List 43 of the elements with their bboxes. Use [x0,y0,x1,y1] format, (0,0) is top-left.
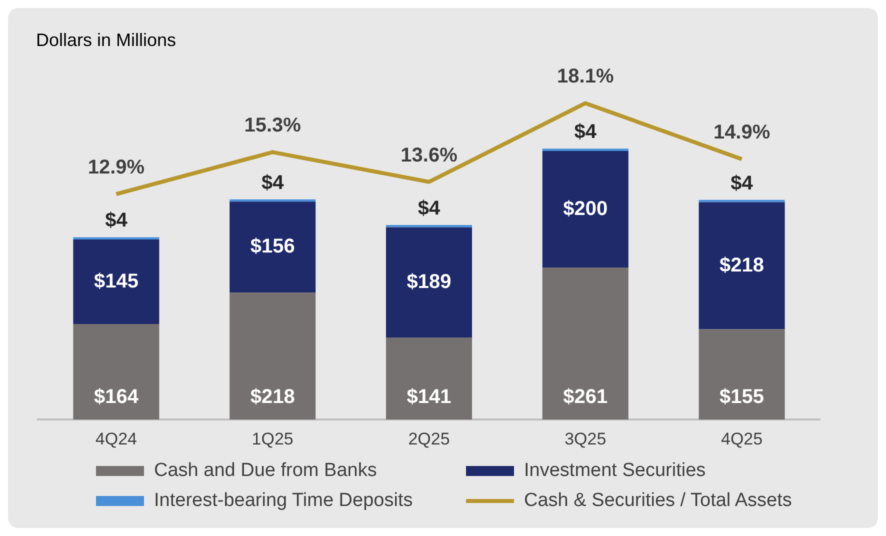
x-tick-label: 1Q25 [252,429,294,448]
data-label: 12.9% [88,156,145,179]
data-label: $4 [261,172,285,194]
bar [386,224,472,228]
data-label: $4 [574,121,598,144]
bar [386,227,472,338]
data-label: $4 [418,198,441,220]
x-tick-label: 4Q24 [95,429,137,448]
bar [698,200,785,202]
legend-label: Cash and Due from Banks [154,460,377,482]
data-label: 14.9% [713,122,770,144]
data-label: $218 [720,254,764,276]
data-label: $141 [406,386,452,408]
bar [230,202,316,293]
data-label: $261 [563,386,608,408]
bar [698,329,785,420]
bar [230,292,316,420]
data-label: $156 [250,236,295,258]
legend-label: Interest-bearing Time Deposits [154,490,413,512]
chart-title: Dollars in Millions [36,30,176,51]
bar [698,202,785,330]
data-label: $218 [250,386,295,408]
data-label: $4 [105,210,128,232]
data-label: $145 [94,270,138,292]
data-label: $155 [720,386,764,408]
bar [542,268,628,420]
data-label: 15.3% [244,114,302,137]
bar [73,237,160,240]
bar [73,324,160,420]
x-tick-label: 3Q25 [564,429,606,448]
legend-label: Investment Securities [524,460,706,482]
bar [386,337,472,420]
data-label: 13.6% [400,144,458,166]
x-tick-label: 2Q25 [408,429,450,448]
data-label: $200 [563,198,608,220]
bar [542,150,628,268]
data-label: $4 [730,172,754,194]
data-label: $189 [406,270,452,293]
bar [73,240,160,324]
data-label: 18.1% [557,66,614,88]
x-tick-label: 4Q25 [721,429,763,448]
legend-label: Cash & Securities / Total Assets [524,490,792,512]
data-label: $164 [94,386,140,408]
